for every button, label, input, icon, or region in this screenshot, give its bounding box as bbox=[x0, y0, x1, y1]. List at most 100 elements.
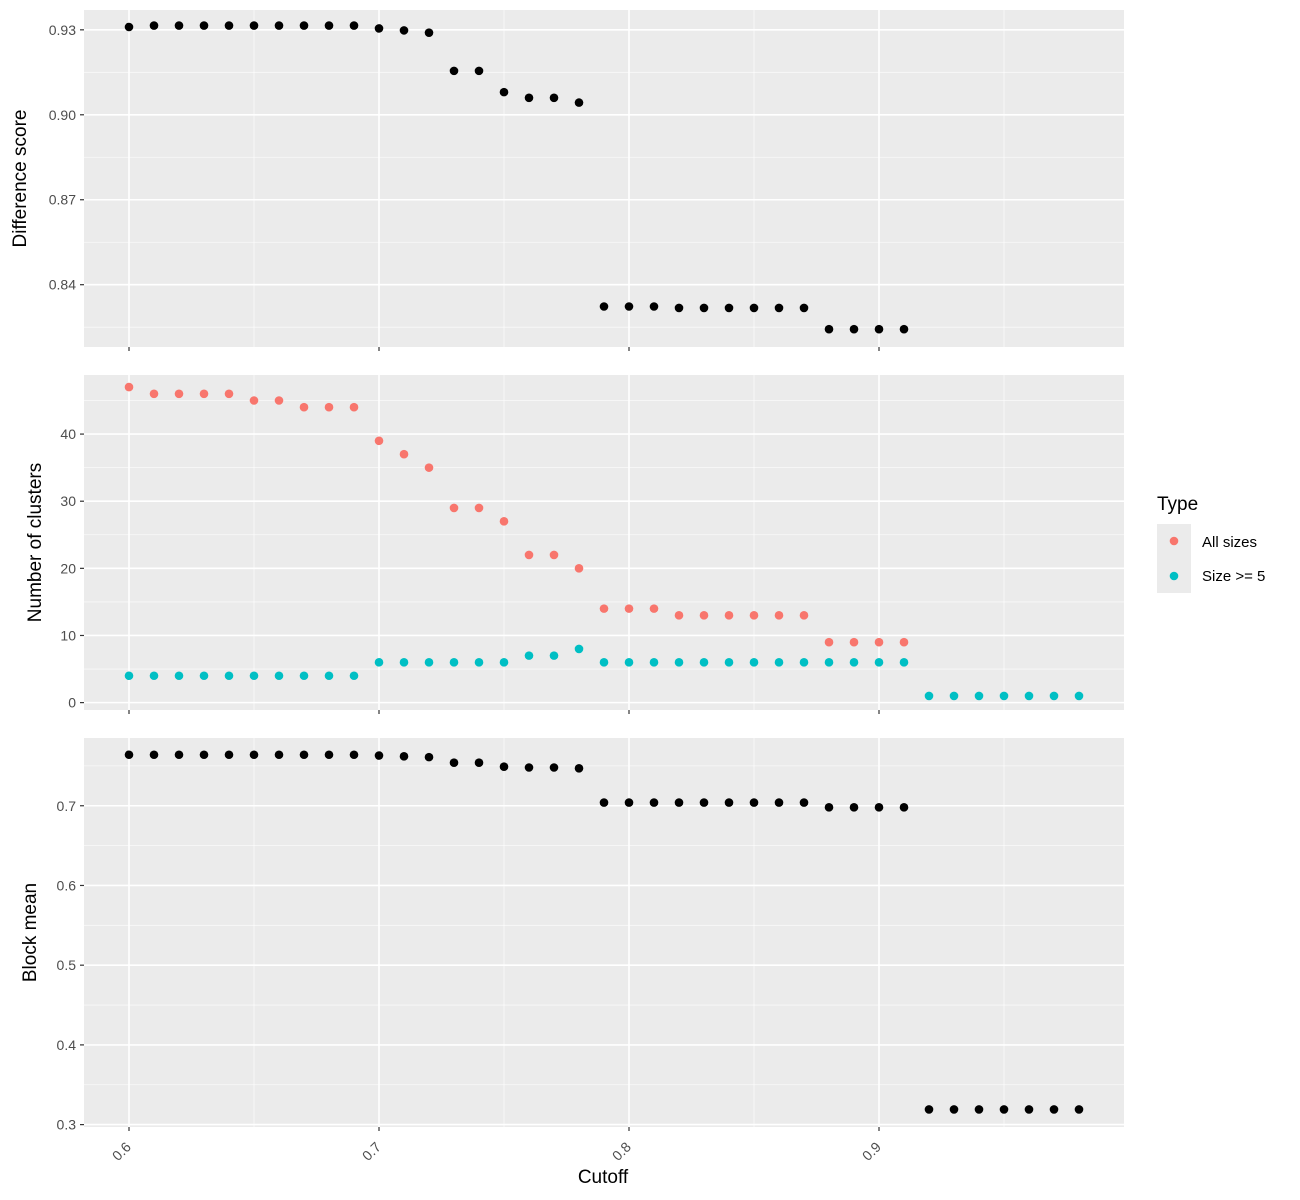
data-point bbox=[574, 98, 584, 107]
data-point bbox=[524, 93, 534, 103]
data-point bbox=[149, 21, 159, 30]
data-point bbox=[424, 28, 434, 37]
data-point bbox=[674, 658, 684, 667]
data-point bbox=[499, 87, 509, 97]
data-point bbox=[849, 324, 859, 334]
data-point bbox=[149, 389, 159, 399]
data-point bbox=[999, 691, 1009, 701]
data-point bbox=[324, 402, 334, 412]
data-point bbox=[374, 436, 384, 446]
data-point bbox=[549, 93, 559, 103]
data-point bbox=[649, 302, 659, 311]
y-tick-label: 20 bbox=[60, 560, 76, 576]
data-point bbox=[899, 324, 909, 334]
data-point bbox=[474, 66, 484, 76]
facet-panel-2: 0 10 20 30 40 Number of clusters bbox=[25, 375, 1124, 714]
data-point bbox=[249, 21, 259, 30]
data-point bbox=[274, 396, 284, 405]
data-point bbox=[799, 611, 809, 620]
data-point bbox=[724, 303, 734, 313]
data-point bbox=[299, 750, 309, 760]
data-point bbox=[774, 611, 784, 620]
data-point bbox=[1024, 1105, 1034, 1114]
data-point bbox=[574, 763, 584, 773]
data-point bbox=[249, 671, 259, 681]
data-point bbox=[199, 21, 209, 30]
legend-label-size-ge-5: Size >= 5 bbox=[1202, 568, 1265, 585]
data-point bbox=[374, 751, 384, 760]
data-point bbox=[574, 564, 584, 573]
data-point bbox=[524, 763, 534, 772]
data-point bbox=[674, 611, 684, 620]
data-point bbox=[599, 604, 609, 613]
data-point bbox=[674, 798, 684, 807]
y-tick-label: 0.6 bbox=[57, 877, 77, 893]
data-point bbox=[699, 658, 709, 667]
panel-background bbox=[84, 10, 1124, 347]
data-point bbox=[399, 449, 409, 459]
data-point bbox=[649, 798, 659, 807]
data-point bbox=[824, 658, 834, 667]
data-point bbox=[949, 691, 959, 701]
legend-key-background bbox=[1157, 524, 1191, 593]
data-point bbox=[874, 658, 884, 667]
data-point bbox=[249, 396, 259, 405]
data-point bbox=[399, 658, 409, 667]
data-point bbox=[199, 750, 209, 760]
data-point bbox=[474, 758, 484, 768]
y-tick-label: 0.87 bbox=[49, 192, 76, 208]
data-point bbox=[849, 803, 859, 812]
x-tick-label: 0.7 bbox=[359, 1138, 384, 1163]
data-point bbox=[499, 517, 509, 526]
data-point bbox=[549, 550, 559, 560]
data-point bbox=[649, 658, 659, 667]
data-point bbox=[599, 302, 609, 311]
data-point bbox=[524, 550, 534, 560]
data-point bbox=[899, 803, 909, 812]
data-point bbox=[799, 303, 809, 313]
data-point bbox=[774, 658, 784, 667]
y-tick-label: 0.3 bbox=[57, 1117, 77, 1133]
data-point bbox=[699, 798, 709, 807]
panel-background bbox=[84, 375, 1124, 710]
data-point bbox=[924, 1105, 934, 1114]
y-tick-label: 0.7 bbox=[57, 798, 77, 814]
data-point bbox=[1074, 1105, 1084, 1114]
data-point bbox=[274, 750, 284, 760]
y-tick-label: 0.4 bbox=[57, 1037, 77, 1053]
data-point bbox=[599, 798, 609, 807]
data-point bbox=[224, 750, 234, 760]
data-point bbox=[399, 26, 409, 35]
data-point bbox=[749, 658, 759, 667]
data-point bbox=[299, 671, 309, 681]
data-point bbox=[899, 637, 909, 647]
data-point bbox=[724, 798, 734, 807]
data-point bbox=[174, 389, 184, 399]
data-point bbox=[224, 21, 234, 30]
data-point bbox=[924, 691, 934, 701]
data-point bbox=[599, 658, 609, 667]
y-tick-label: 0.90 bbox=[49, 107, 76, 123]
data-point bbox=[1074, 691, 1084, 701]
data-point bbox=[199, 671, 209, 681]
data-point bbox=[449, 658, 459, 667]
data-point bbox=[449, 758, 459, 768]
data-point bbox=[324, 21, 334, 30]
data-point bbox=[824, 803, 834, 812]
data-point bbox=[474, 658, 484, 667]
data-point bbox=[624, 604, 634, 613]
data-point bbox=[774, 303, 784, 313]
data-point bbox=[274, 671, 284, 681]
facet-panels: 0.84 0.87 0.90 0.93 Difference score 0 10 20 30 4… bbox=[10, 10, 1124, 1164]
data-point bbox=[349, 671, 359, 681]
data-point bbox=[299, 402, 309, 412]
data-point bbox=[874, 803, 884, 812]
y-tick-label: 0.5 bbox=[57, 957, 77, 973]
data-point bbox=[349, 402, 359, 412]
data-point bbox=[374, 658, 384, 667]
data-point bbox=[424, 752, 434, 762]
data-point bbox=[1049, 691, 1059, 701]
data-point bbox=[174, 750, 184, 760]
data-point bbox=[524, 651, 534, 660]
